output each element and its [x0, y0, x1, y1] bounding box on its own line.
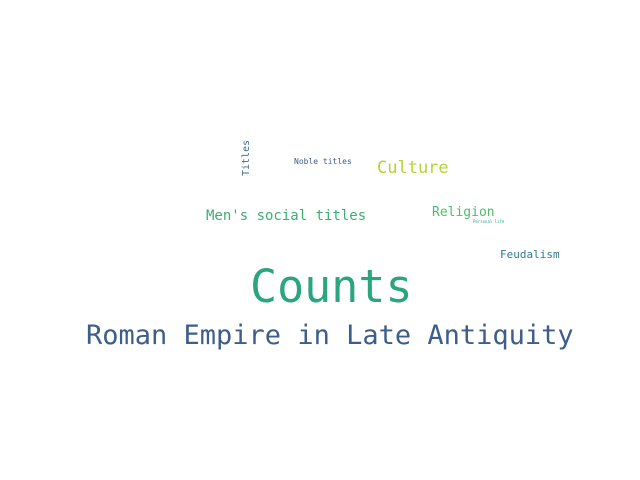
word-mens-social-titles: Men's social titles [206, 208, 367, 224]
word-feudalism: Feudalism [500, 248, 560, 261]
word-titles: Titles [241, 139, 252, 176]
word-religion: Religion [432, 205, 495, 220]
word-counts: Counts [250, 260, 413, 313]
word-culture: Culture [377, 158, 449, 178]
word-noble-titles: Noble titles [294, 157, 352, 166]
word-personal-life: Personal life [473, 219, 505, 224]
word-roman-empire: Roman Empire in Late Antiquity [86, 320, 574, 351]
